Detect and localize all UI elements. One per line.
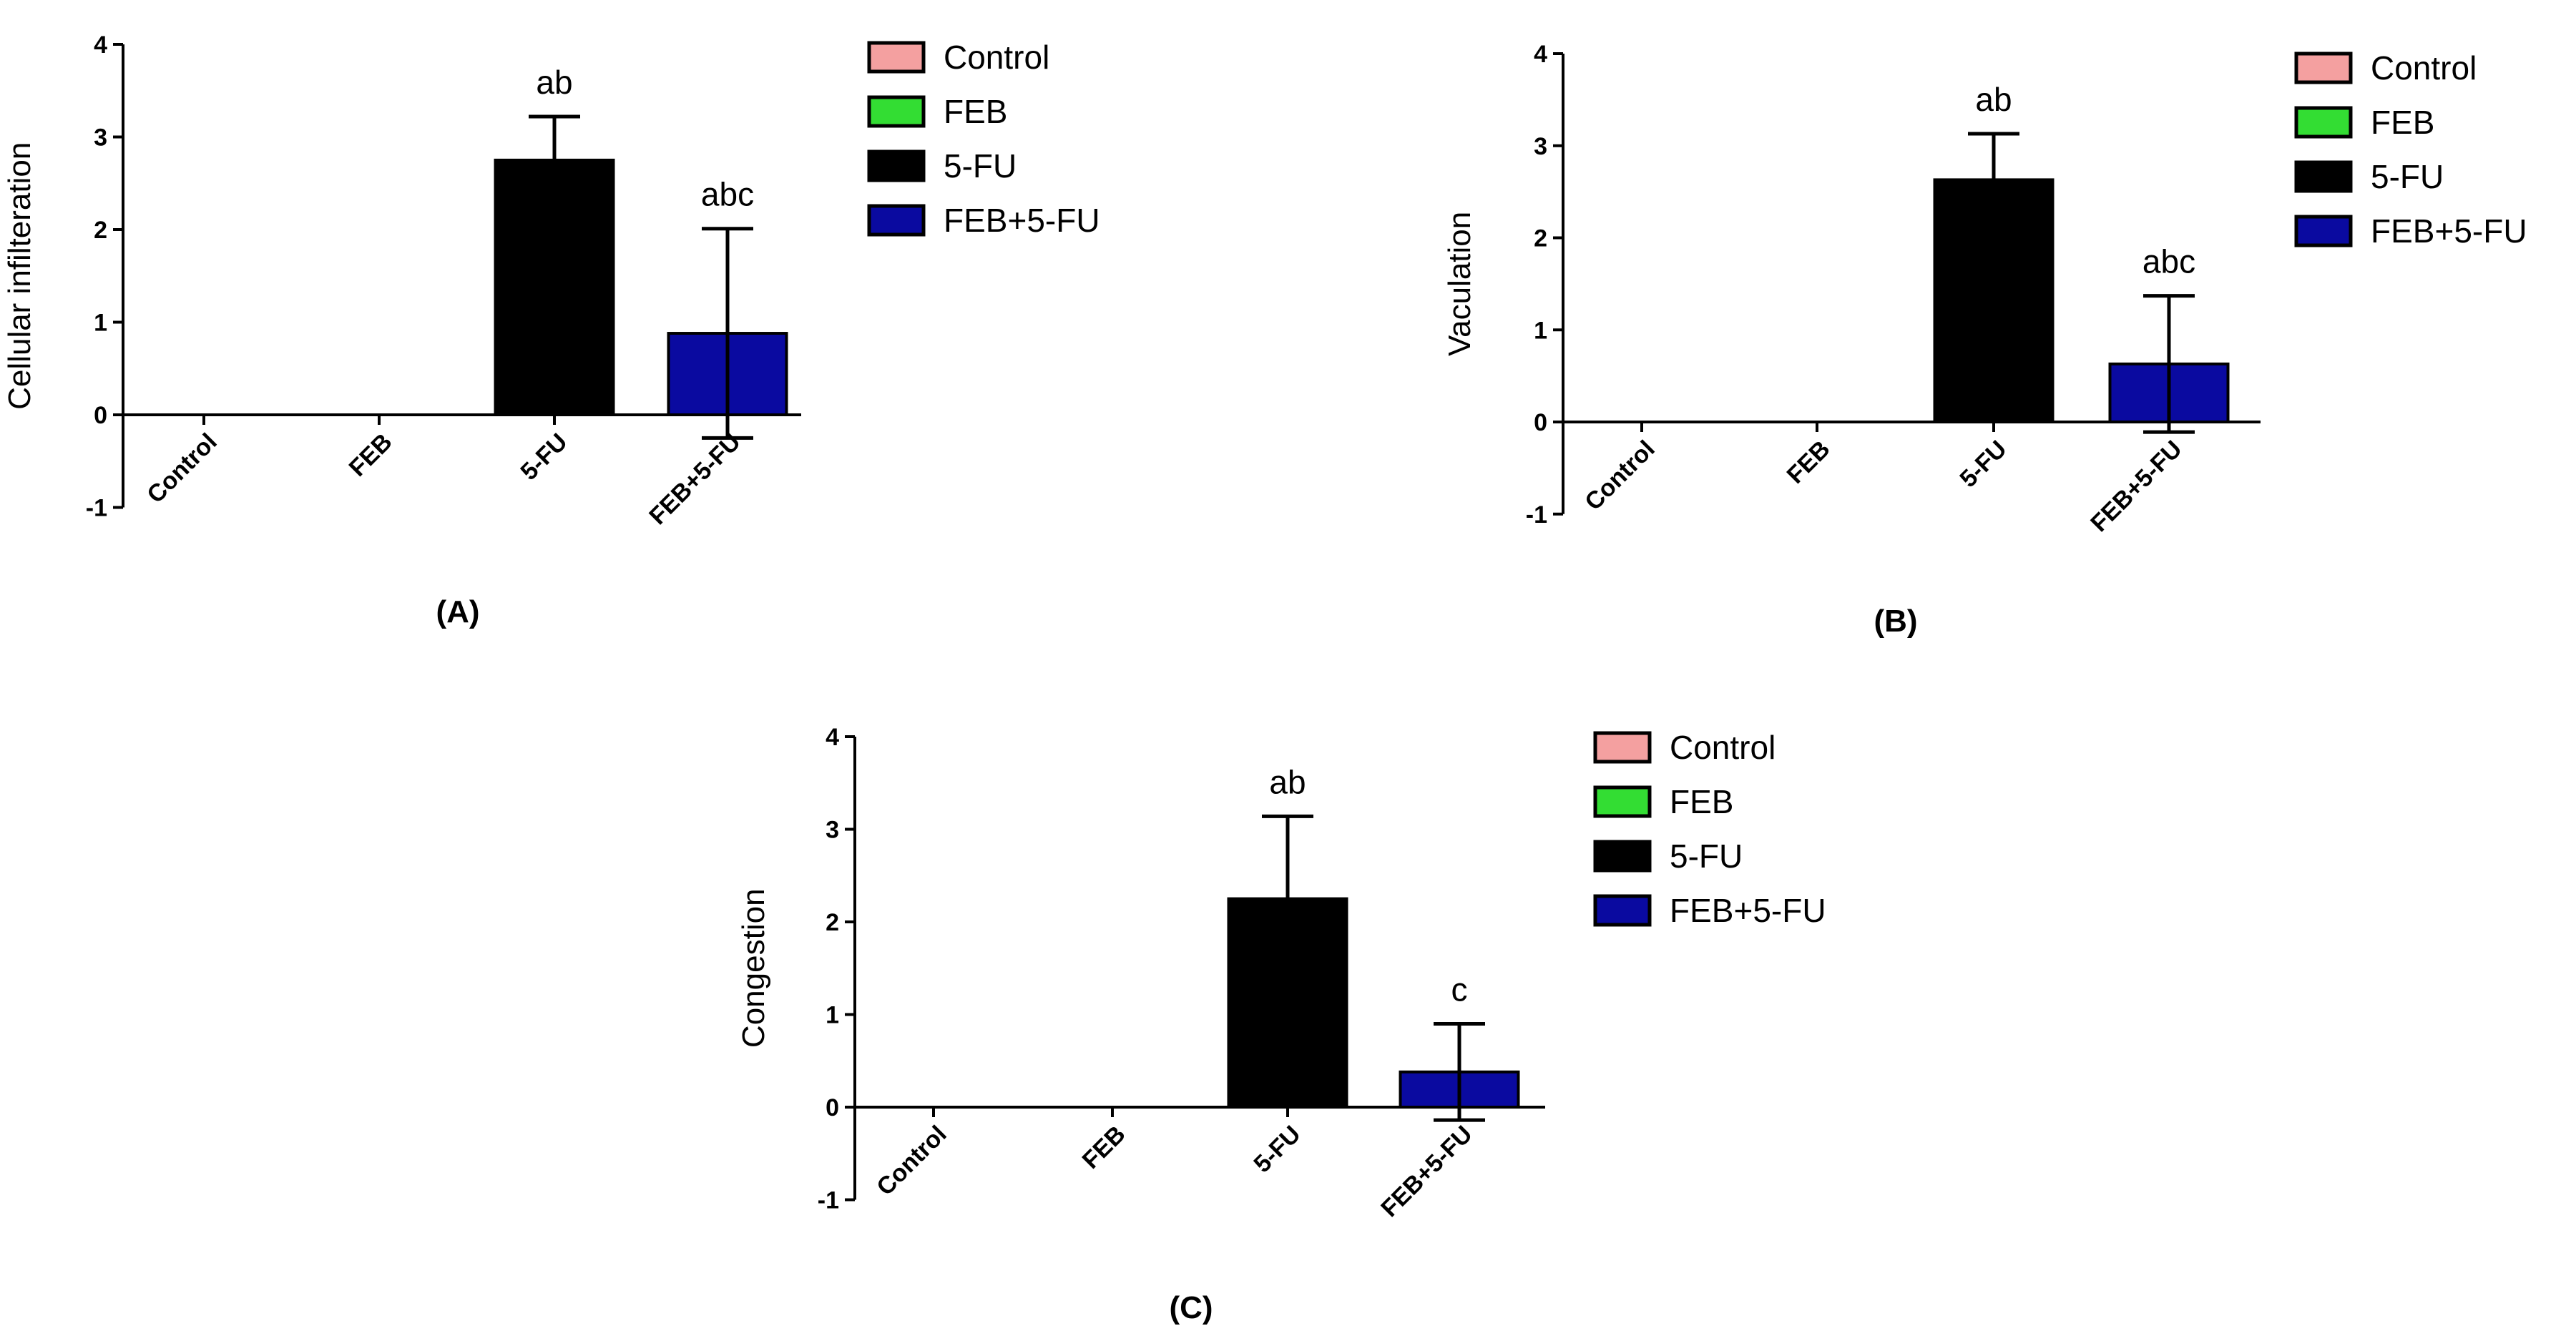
x-tick-label: 5-FU <box>1954 436 2012 493</box>
panel-label: (B) <box>1874 604 1917 639</box>
y-axis-title: Congestion <box>736 888 771 1048</box>
y-tick-label: 4 <box>1534 41 1547 68</box>
legend-label: FEB+5-FU <box>1670 892 1826 929</box>
y-tick-label: 4 <box>826 724 839 751</box>
legend-label: Control <box>944 39 1049 76</box>
legend-label: FEB+5-FU <box>944 202 1100 239</box>
legend: Control FEB 5-FU FEB+5-FU <box>2294 49 2527 250</box>
y-tick-label: 2 <box>826 909 839 936</box>
panel-label: (A) <box>436 594 479 629</box>
legend-swatch <box>867 204 926 237</box>
chart-panel-1: -1 0 1 2 3 4 Cellular infilteration Control FEB a… <box>2 31 1100 629</box>
y-tick-label: 1 <box>1534 317 1547 344</box>
x-tick-label: Control <box>142 428 222 509</box>
y-tick-label: 0 <box>1534 409 1547 436</box>
x-tick-label: 5-FU <box>1248 1121 1306 1178</box>
legend-label: FEB <box>2371 104 2434 141</box>
significance-label: c <box>1451 971 1468 1008</box>
legend-swatch <box>1593 731 1652 764</box>
x-tick-label: FEB <box>1077 1121 1131 1174</box>
legend-label: 5-FU <box>2371 158 2444 195</box>
legend-swatch <box>1593 894 1652 927</box>
x-tick-label: FEB+5-FU <box>1376 1121 1477 1222</box>
y-tick-label: -1 <box>1526 501 1547 529</box>
y-tick-label: 2 <box>1534 225 1547 252</box>
y-tick-label: 0 <box>94 402 107 429</box>
x-tick-label: FEB <box>1782 436 1836 489</box>
x-tick-label: FEB <box>344 428 398 482</box>
legend-swatch <box>2294 51 2353 84</box>
legend-swatch <box>867 149 926 182</box>
y-tick-label: -1 <box>86 495 107 522</box>
y-tick-label: 0 <box>826 1094 839 1121</box>
x-tick-label: Control <box>871 1121 951 1201</box>
y-tick-label: 1 <box>826 1002 839 1029</box>
legend-swatch <box>2294 106 2353 139</box>
chart-panel-2: -1 0 1 2 3 4 Vaculation Control FEB ab 5-FU abc FEB+… <box>1442 41 2527 639</box>
legend-label: Control <box>2371 49 2477 87</box>
y-tick-label: 2 <box>94 217 107 244</box>
legend-swatch <box>1593 840 1652 873</box>
legend-label: 5-FU <box>944 147 1017 185</box>
legend: Control FEB 5-FU FEB+5-FU <box>1593 729 1826 929</box>
x-tick-label: Control <box>1580 436 1660 516</box>
legend-label: Control <box>1670 729 1776 766</box>
y-tick-label: 3 <box>94 124 107 152</box>
legend-swatch <box>867 95 926 128</box>
y-axis-title: Cellular infilteration <box>2 142 37 410</box>
legend-swatch <box>1593 785 1652 818</box>
y-tick-label: 1 <box>94 310 107 337</box>
y-tick-label: 3 <box>826 817 839 844</box>
x-tick-label: FEB+5-FU <box>2085 436 2187 537</box>
legend-swatch <box>2294 160 2353 193</box>
panel-label: (C) <box>1169 1290 1213 1325</box>
legend-label: 5-FU <box>1670 837 1743 875</box>
x-tick-label: 5-FU <box>515 428 572 486</box>
legend-swatch <box>867 41 926 74</box>
legend-label: FEB <box>944 93 1007 130</box>
y-tick-label: -1 <box>818 1187 839 1214</box>
significance-label: ab <box>1269 763 1306 800</box>
legend: Control FEB 5-FU FEB+5-FU <box>867 39 1100 239</box>
chart-panel-3: -1 0 1 2 3 4 Congestion Control FEB ab 5-FU c FEB+5-… <box>736 724 1826 1325</box>
legend-label: FEB+5-FU <box>2371 212 2527 250</box>
significance-label: abc <box>2142 243 2195 280</box>
significance-label: ab <box>1975 81 2012 118</box>
significance-label: ab <box>536 64 572 101</box>
y-axis-title: Vaculation <box>1442 212 1477 356</box>
legend-swatch <box>2294 215 2353 247</box>
y-tick-label: 3 <box>1534 133 1547 160</box>
significance-label: abc <box>701 176 754 213</box>
y-tick-label: 4 <box>94 31 107 59</box>
legend-label: FEB <box>1670 783 1733 820</box>
x-tick-label: FEB+5-FU <box>644 428 745 530</box>
